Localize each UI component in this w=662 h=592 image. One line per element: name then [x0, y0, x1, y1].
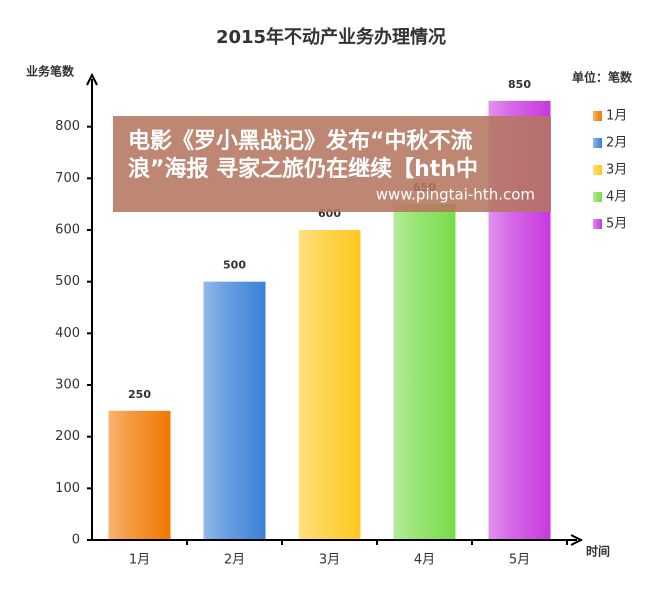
x-tick-label: 1月 — [129, 553, 150, 568]
data-label: 500 — [223, 259, 246, 272]
chart-title: 2015年不动产业务办理情况 — [216, 26, 446, 48]
legend-label: 1月 — [606, 109, 627, 124]
y-tick-label: 600 — [55, 223, 80, 238]
banner-bg — [113, 116, 551, 212]
y-tick-label: 100 — [55, 481, 80, 496]
legend-label: 4月 — [606, 190, 627, 205]
legend-swatch — [593, 219, 602, 229]
data-label: 250 — [128, 388, 151, 401]
y-tick-label: 800 — [55, 119, 80, 134]
bar — [203, 281, 266, 540]
data-label: 850 — [508, 78, 531, 91]
legend-swatch — [593, 165, 602, 175]
legend-swatch — [593, 111, 602, 121]
x-tick-label: 3月 — [319, 553, 340, 568]
overlay-banner: 电影《罗小黑战记》发布“中秋不流 浪”海报 寻家之旅仍在继续【hth中 www.… — [113, 116, 551, 212]
legend-label: 3月 — [606, 163, 627, 178]
y-tick-label: 0 — [72, 533, 80, 548]
x-tick-label: 5月 — [509, 553, 530, 568]
x-tick-label: 2月 — [224, 553, 245, 568]
y-axis-label: 业务笔数 — [26, 64, 75, 79]
legend-swatch — [593, 192, 602, 202]
y-tick-label: 400 — [55, 326, 80, 341]
bar — [298, 230, 361, 540]
unit-label: 单位：笔数 — [572, 70, 633, 85]
bar — [108, 410, 171, 540]
y-tick-label: 200 — [55, 429, 80, 444]
x-tick-label: 4月 — [414, 553, 435, 568]
legend-label: 5月 — [606, 217, 627, 232]
x-axis-label: 时间 — [586, 544, 610, 559]
banner-line: 电影《罗小黑战记》发布“中秋不流 — [128, 128, 472, 154]
bar — [393, 204, 456, 540]
y-tick-label: 500 — [55, 274, 80, 289]
legend-label: 2月 — [606, 136, 627, 151]
y-tick-label: 300 — [55, 378, 80, 393]
y-arrow — [86, 72, 98, 86]
banner-url: www.pingtai-hth.com — [376, 186, 535, 204]
y-tick-label: 700 — [55, 171, 80, 186]
legend-swatch — [593, 138, 602, 148]
x-arrow — [570, 534, 584, 546]
banner-line: 浪”海报 寻家之旅仍在继续【hth中 — [128, 156, 478, 182]
